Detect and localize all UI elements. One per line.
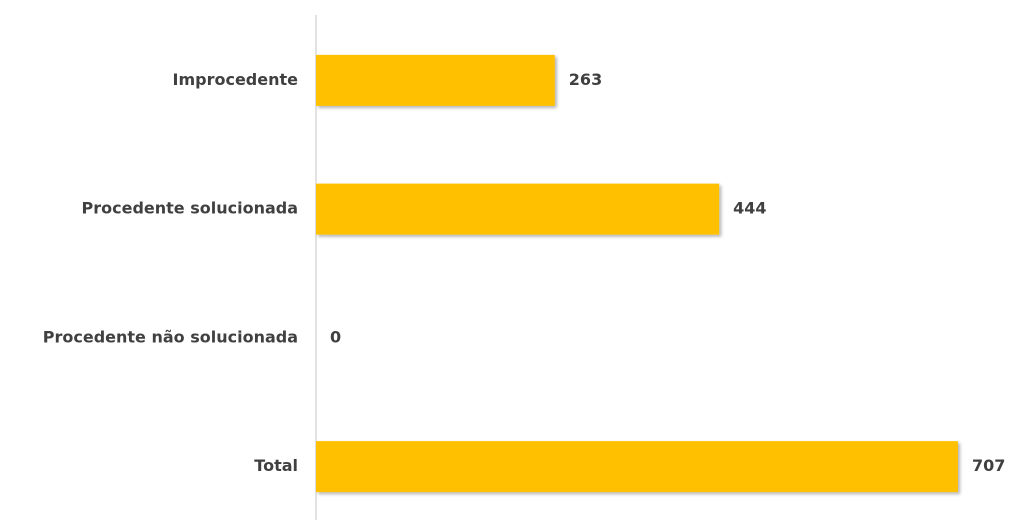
value-label: 707 xyxy=(972,456,1005,475)
category-label: Procedente solucionada xyxy=(82,199,299,218)
category-label: Total xyxy=(254,456,298,475)
bar xyxy=(316,441,958,493)
bar xyxy=(316,183,720,235)
value-label: 263 xyxy=(569,70,602,89)
value-label: 444 xyxy=(733,199,766,218)
category-label: Improcedente xyxy=(173,70,299,89)
bar xyxy=(316,54,555,106)
value-label: 0 xyxy=(330,327,341,346)
category-label: Procedente não solucionada xyxy=(43,327,298,346)
